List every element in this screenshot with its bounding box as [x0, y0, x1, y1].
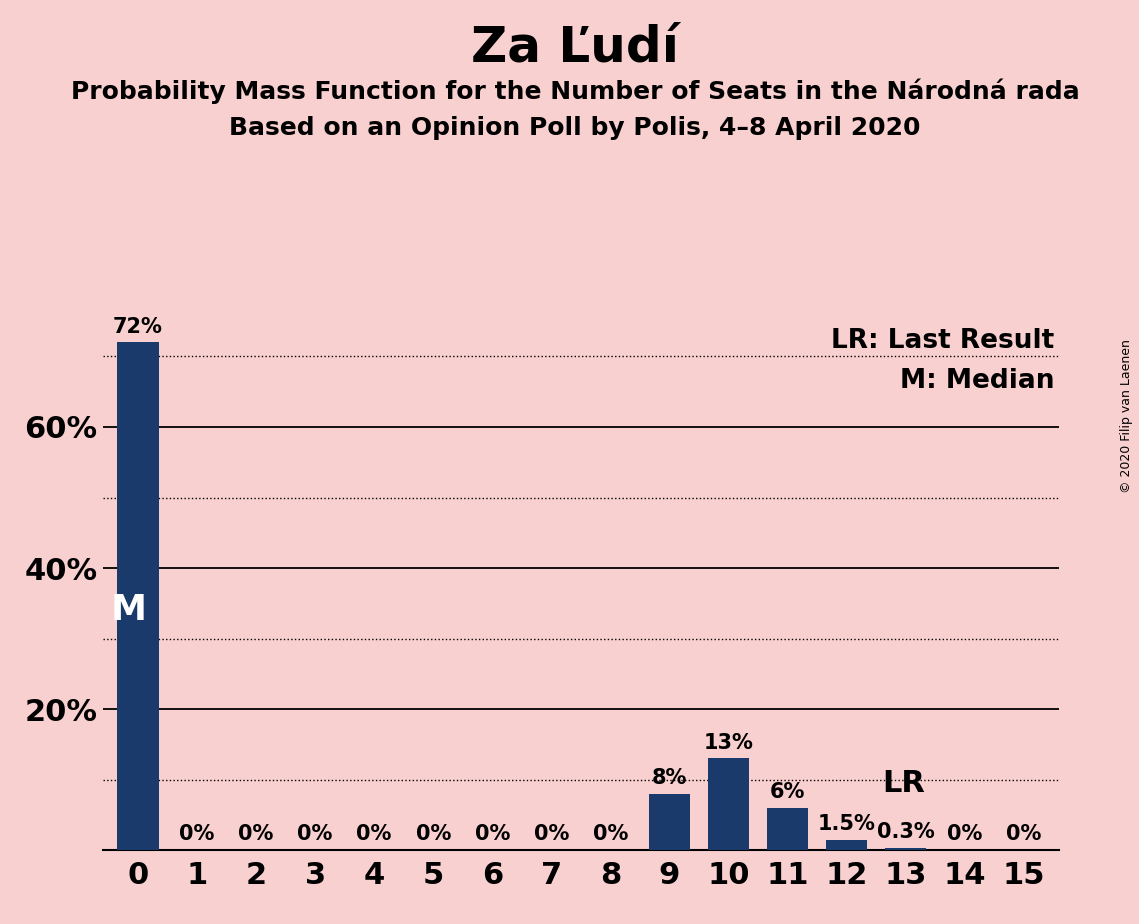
Text: 0%: 0%: [179, 824, 214, 845]
Bar: [117, 343, 158, 850]
Bar: [826, 840, 867, 850]
Text: 0%: 0%: [416, 824, 451, 845]
Text: 72%: 72%: [113, 317, 163, 336]
Text: 0%: 0%: [1006, 824, 1041, 845]
Text: 0%: 0%: [238, 824, 273, 845]
Text: Probability Mass Function for the Number of Seats in the Národná rada: Probability Mass Function for the Number…: [71, 79, 1080, 104]
Bar: [649, 794, 690, 850]
Text: 0%: 0%: [534, 824, 570, 845]
Text: Za Ľudí: Za Ľudí: [472, 23, 679, 71]
Text: 8%: 8%: [652, 768, 687, 788]
Text: 13%: 13%: [704, 733, 754, 753]
Text: Based on an Opinion Poll by Polis, 4–8 April 2020: Based on an Opinion Poll by Polis, 4–8 A…: [229, 116, 921, 140]
Text: 0%: 0%: [475, 824, 510, 845]
Text: © 2020 Filip van Laenen: © 2020 Filip van Laenen: [1121, 339, 1133, 492]
Text: 6%: 6%: [770, 782, 805, 802]
Bar: [885, 848, 926, 850]
Bar: [707, 759, 749, 850]
Text: M: M: [112, 593, 147, 627]
Text: 0%: 0%: [357, 824, 392, 845]
Text: 0%: 0%: [592, 824, 628, 845]
Text: 0%: 0%: [948, 824, 983, 845]
Text: M: Median: M: Median: [900, 368, 1055, 394]
Bar: [767, 808, 809, 850]
Text: LR: LR: [882, 769, 925, 797]
Text: LR: Last Result: LR: Last Result: [831, 328, 1055, 354]
Text: 0.3%: 0.3%: [877, 822, 935, 843]
Text: 1.5%: 1.5%: [818, 814, 876, 833]
Text: 0%: 0%: [297, 824, 333, 845]
